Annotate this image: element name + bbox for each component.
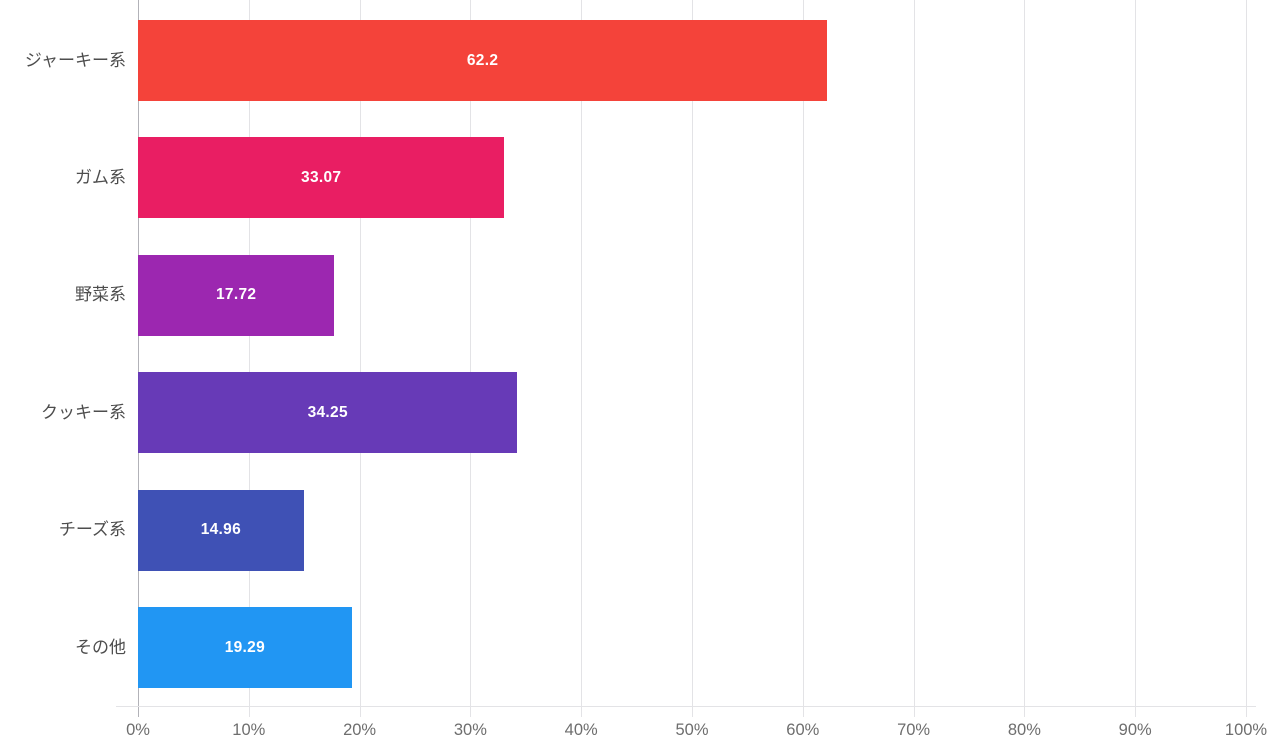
gridline xyxy=(248,0,250,717)
bar-5: 14.96 xyxy=(138,489,304,571)
bar-value-label: 14.96 xyxy=(200,521,242,539)
x-axis-line xyxy=(116,706,1256,707)
category-label: ガム系 xyxy=(75,167,126,187)
x-tick-label: 50% xyxy=(675,721,709,739)
x-tick-label: 60% xyxy=(786,721,820,739)
bar-4: 34.25 xyxy=(138,372,518,454)
bar-1: 62.2 xyxy=(138,20,828,101)
x-tick-label: 80% xyxy=(1007,721,1041,739)
zero-baseline xyxy=(138,0,139,717)
x-tick-label: 30% xyxy=(453,721,487,739)
gridline xyxy=(470,0,472,717)
bar-value-label: 62.2 xyxy=(466,51,499,69)
category-label: ジャーキー系 xyxy=(24,50,126,70)
x-tick-label: 40% xyxy=(564,721,598,739)
bar-3: 17.72 xyxy=(138,254,335,336)
x-tick-label: 70% xyxy=(897,721,931,739)
category-label: チーズ系 xyxy=(58,520,126,540)
plot-area: 62.2 33.07 17.72 34.25 14.96 19.29 xyxy=(138,0,1247,717)
bar-6: 19.29 xyxy=(138,607,352,688)
category-label: 野菜系 xyxy=(75,285,126,305)
gridline xyxy=(1246,0,1247,717)
bar-value-label: 34.25 xyxy=(307,403,348,421)
bar-value-label: 17.72 xyxy=(216,286,257,304)
gridline xyxy=(802,0,804,717)
bar-value-label: 19.29 xyxy=(224,638,265,656)
gridline xyxy=(581,0,583,717)
x-tick-label: 0% xyxy=(126,721,150,739)
bar-2: 33.07 xyxy=(138,137,505,219)
bar-value-label: 33.07 xyxy=(301,168,342,186)
gridline xyxy=(359,0,361,717)
category-label: その他 xyxy=(75,637,126,657)
gridline xyxy=(1024,0,1026,717)
category-label: クッキー系 xyxy=(41,402,126,422)
x-tick-label: 90% xyxy=(1118,721,1152,739)
x-tick-label: 10% xyxy=(232,721,266,739)
x-tick-label: 20% xyxy=(343,721,377,739)
gridline xyxy=(692,0,693,717)
x-tick-label: 100% xyxy=(1224,721,1268,739)
gridline xyxy=(1135,0,1137,717)
gridline xyxy=(913,0,915,717)
